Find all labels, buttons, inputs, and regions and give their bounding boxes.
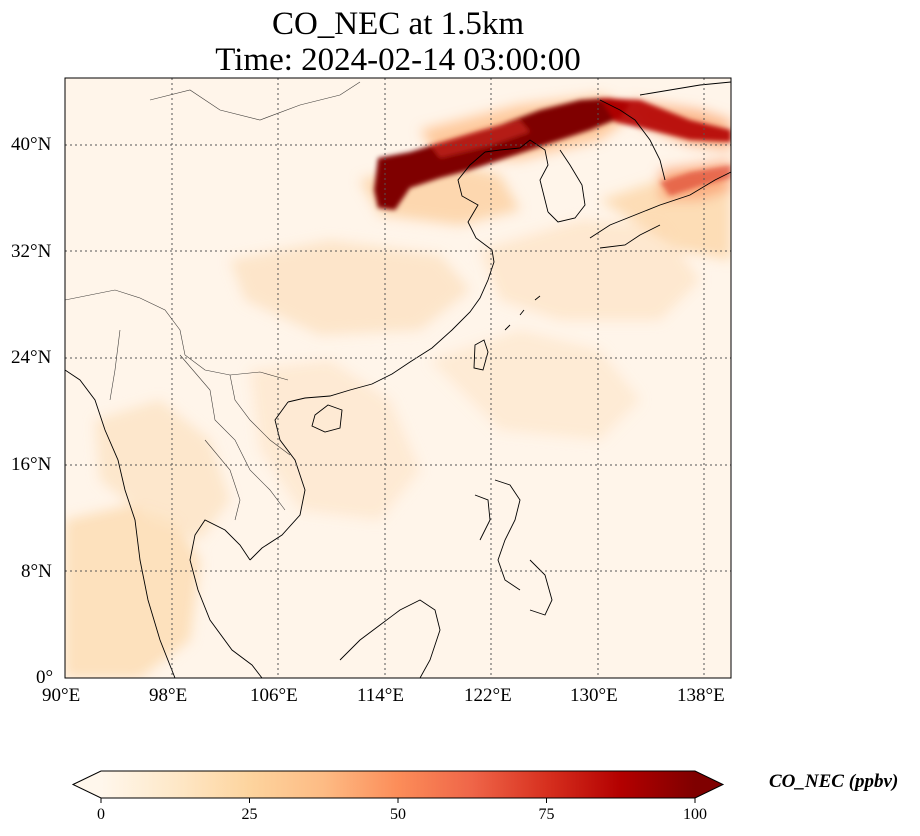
colorbar-extend-max: [695, 771, 723, 798]
lat-tick-label: 0°: [36, 667, 54, 688]
lon-tick-label: 106°E: [250, 685, 298, 706]
colorbar-tick-label: 25: [241, 806, 258, 823]
lon-tick-label: 90°E: [42, 685, 81, 706]
country-borders: [65, 81, 361, 521]
map-frame: [64, 77, 732, 679]
colorbar-tick-label: 100: [683, 806, 707, 823]
lon-tick-label: 138°E: [677, 685, 725, 706]
coastlines: [65, 81, 731, 678]
colorbar-gradient: [101, 771, 695, 798]
high-concentration-plume: [374, 98, 731, 210]
lon-tick-label: 122°E: [464, 685, 512, 706]
lon-tick-label: 130°E: [570, 685, 618, 706]
colorbar-extend-min: [73, 771, 101, 798]
colorbar-tick-label: 0: [97, 806, 105, 823]
gridlines: [65, 78, 731, 678]
map-panel: [65, 78, 731, 678]
lon-tick-label: 98°E: [149, 685, 188, 706]
lat-tick-label: 24°N: [11, 347, 52, 368]
colorbar-label: CO_NEC (ppbv): [769, 771, 899, 792]
colorbar-tick-label: 75: [538, 806, 555, 823]
map-subtitle-time: Time: 2024-02-14 03:00:00: [215, 42, 581, 78]
map-title: CO_NEC at 1.5km: [271, 6, 525, 42]
lat-tick-label: 32°N: [11, 241, 52, 262]
colorbar: [71, 770, 725, 803]
lat-tick-label: 8°N: [21, 561, 52, 582]
lat-tick-label: 40°N: [11, 134, 52, 155]
lat-tick-label: 16°N: [11, 454, 52, 475]
colorbar-tick-label: 50: [390, 806, 406, 823]
lon-tick-label: 114°E: [357, 685, 404, 706]
